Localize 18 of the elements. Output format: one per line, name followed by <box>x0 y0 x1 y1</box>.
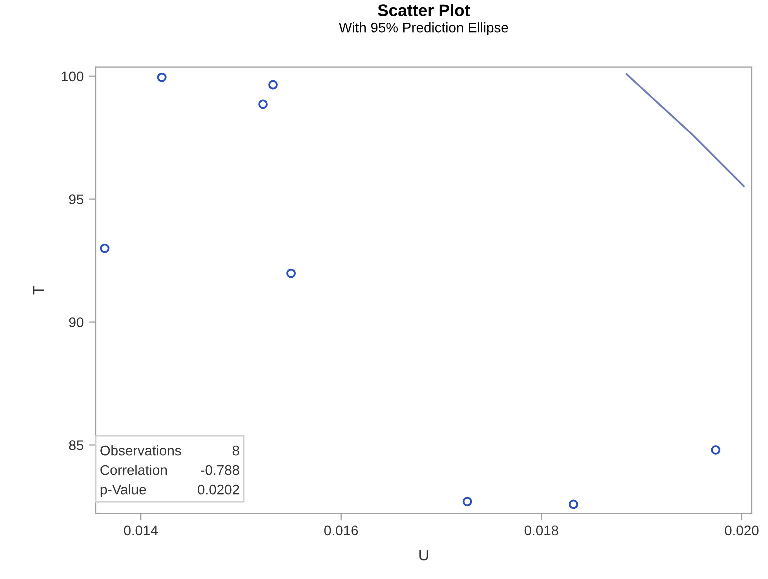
annotation: 0.0202 <box>198 484 240 495</box>
annotation: p-Value <box>100 484 146 498</box>
x-tick-label: 0.014 <box>124 526 158 536</box>
annotation: Observations <box>100 446 182 456</box>
chart-subtitle: With 95% Prediction Ellipse <box>339 22 508 36</box>
x-axis-title: U <box>420 550 428 561</box>
y-tick-label: 90 <box>69 318 84 328</box>
y-tick-label: 85 <box>69 440 84 450</box>
y-tick-label: 95 <box>69 194 84 205</box>
x-tick-label: 0.020 <box>725 526 759 536</box>
y-tick-label: 100 <box>62 72 84 82</box>
x-tick-label: 0.018 <box>524 526 558 536</box>
y-axis-title: T <box>33 286 44 295</box>
annotation: -0.788 <box>201 465 240 476</box>
x-tick-label: 0.016 <box>324 526 358 536</box>
annotation: 8 <box>232 446 240 456</box>
annotation: Correlation <box>100 465 168 476</box>
chart-title: Scatter Plot <box>378 4 470 16</box>
